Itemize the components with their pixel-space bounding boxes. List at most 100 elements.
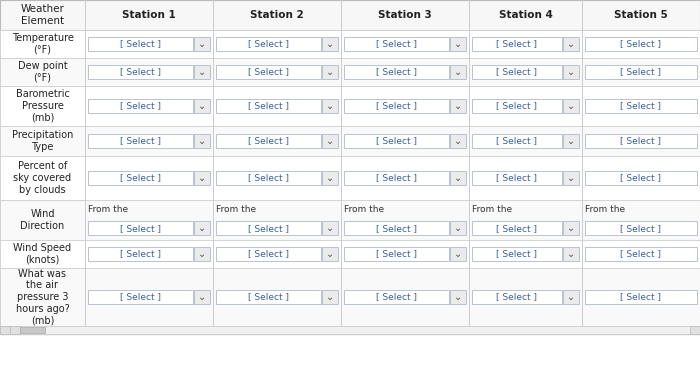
Bar	[585, 222, 697, 235]
Bar	[563, 171, 579, 185]
Bar	[585, 171, 697, 185]
Text: ⌄: ⌄	[198, 249, 206, 259]
Text: ⌄: ⌄	[567, 67, 575, 77]
Text: [ Select ]: [ Select ]	[376, 224, 417, 233]
Text: ⌄: ⌄	[454, 39, 462, 49]
Text: [ Select ]: [ Select ]	[120, 249, 161, 259]
Bar	[194, 65, 210, 79]
Bar	[563, 290, 579, 304]
Text: ⌄: ⌄	[567, 292, 575, 302]
Bar	[472, 171, 562, 185]
Bar	[0, 0, 700, 334]
Bar	[472, 37, 562, 51]
Bar	[216, 222, 321, 235]
Text: Station 2: Station 2	[250, 10, 304, 20]
Bar	[585, 65, 697, 79]
Text: Station 3: Station 3	[378, 10, 432, 20]
Bar	[0, 156, 85, 200]
Bar	[322, 290, 338, 304]
Bar	[194, 222, 210, 235]
Bar	[88, 247, 193, 261]
Text: [ Select ]: [ Select ]	[496, 249, 538, 259]
Bar	[0, 268, 85, 326]
Bar	[344, 134, 449, 148]
Text: Weather
Element: Weather Element	[20, 4, 64, 26]
Bar	[472, 99, 562, 113]
Text: [ Select ]: [ Select ]	[496, 136, 538, 146]
Bar	[0, 58, 700, 86]
Bar	[322, 171, 338, 185]
Bar	[0, 30, 700, 58]
Bar	[10, 326, 20, 334]
Text: Dew point
(°F): Dew point (°F)	[18, 61, 67, 83]
Text: ⌄: ⌄	[198, 173, 206, 183]
Text: [ Select ]: [ Select ]	[620, 293, 662, 301]
Bar	[0, 126, 85, 156]
Text: [ Select ]: [ Select ]	[376, 102, 417, 110]
Bar	[563, 247, 579, 261]
Bar	[563, 222, 579, 235]
Text: ⌄: ⌄	[326, 292, 334, 302]
Bar	[0, 268, 700, 326]
Text: ⌄: ⌄	[198, 223, 206, 233]
Bar	[0, 126, 700, 156]
Text: [ Select ]: [ Select ]	[376, 173, 417, 183]
Bar	[216, 65, 321, 79]
Text: ⌄: ⌄	[198, 39, 206, 49]
Bar	[194, 134, 210, 148]
Text: From the: From the	[344, 205, 384, 214]
Text: [ Select ]: [ Select ]	[620, 136, 662, 146]
Bar	[472, 134, 562, 148]
Bar	[216, 37, 321, 51]
Bar	[585, 134, 697, 148]
Bar	[563, 65, 579, 79]
Bar	[563, 37, 579, 51]
Text: ⌄: ⌄	[454, 101, 462, 111]
Bar	[344, 65, 449, 79]
Text: Station 5: Station 5	[614, 10, 668, 20]
Text: [ Select ]: [ Select ]	[496, 68, 538, 76]
Text: ⌄: ⌄	[454, 173, 462, 183]
Bar	[472, 222, 562, 235]
Text: ⌄: ⌄	[567, 173, 575, 183]
Text: [ Select ]: [ Select ]	[120, 102, 161, 110]
Text: Percent of
sky covered
by clouds: Percent of sky covered by clouds	[13, 162, 71, 194]
Bar	[344, 247, 449, 261]
Text: ⌄: ⌄	[198, 101, 206, 111]
Bar	[194, 99, 210, 113]
Text: [ Select ]: [ Select ]	[496, 102, 538, 110]
Text: [ Select ]: [ Select ]	[120, 224, 161, 233]
Text: [ Select ]: [ Select ]	[620, 102, 662, 110]
Bar	[0, 200, 700, 240]
Bar	[322, 222, 338, 235]
Bar	[450, 37, 466, 51]
Text: ⌄: ⌄	[567, 223, 575, 233]
Bar	[0, 326, 10, 334]
Text: [ Select ]: [ Select ]	[620, 39, 662, 49]
Bar	[216, 290, 321, 304]
Text: [ Select ]: [ Select ]	[248, 173, 289, 183]
Bar	[585, 99, 697, 113]
Bar	[0, 86, 85, 126]
Text: From the: From the	[88, 205, 128, 214]
Bar	[585, 247, 697, 261]
Text: [ Select ]: [ Select ]	[248, 249, 289, 259]
Text: ⌄: ⌄	[326, 249, 334, 259]
Text: [ Select ]: [ Select ]	[620, 249, 662, 259]
Text: ⌄: ⌄	[326, 223, 334, 233]
Bar	[450, 171, 466, 185]
Text: [ Select ]: [ Select ]	[620, 224, 662, 233]
Text: ⌄: ⌄	[326, 39, 334, 49]
Text: ⌄: ⌄	[567, 101, 575, 111]
Text: [ Select ]: [ Select ]	[248, 293, 289, 301]
Bar	[322, 99, 338, 113]
Text: [ Select ]: [ Select ]	[248, 224, 289, 233]
Bar	[88, 37, 193, 51]
Text: ⌄: ⌄	[454, 223, 462, 233]
Bar	[88, 171, 193, 185]
Bar	[450, 134, 466, 148]
Text: ⌄: ⌄	[326, 67, 334, 77]
Text: [ Select ]: [ Select ]	[248, 68, 289, 76]
Text: ⌄: ⌄	[454, 249, 462, 259]
Text: [ Select ]: [ Select ]	[120, 136, 161, 146]
